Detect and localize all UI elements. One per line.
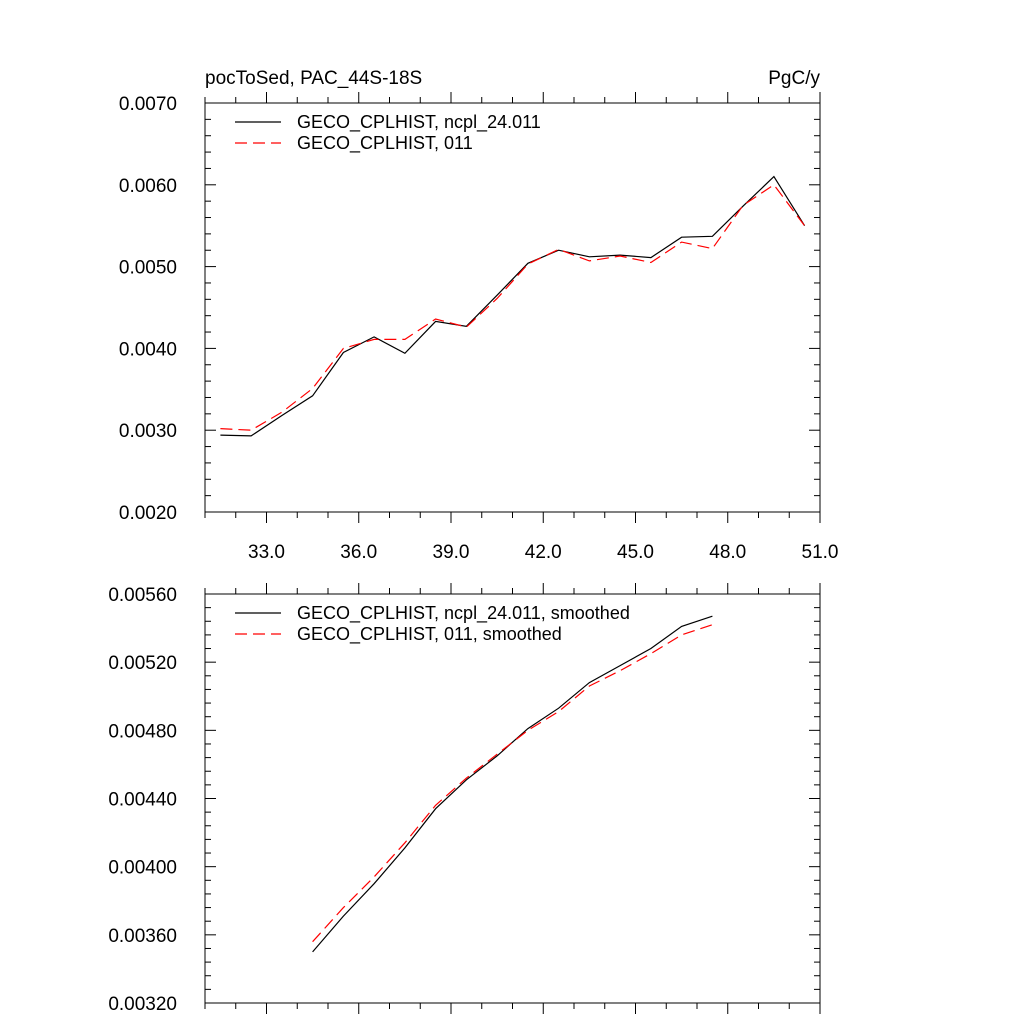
chart-1-x-tick-label: 33.0	[248, 542, 285, 563]
chart-2-series	[312, 615, 713, 953]
chart-2-y-tick-label: 0.00560	[108, 585, 177, 606]
chart-1-series	[220, 175, 806, 437]
chart-2-y-tick-label: 0.00440	[108, 790, 177, 811]
chart-2-axes: 0.00320 0.00360 0.00400 0.00440 0.00480 0.005…	[108, 583, 821, 1015]
chart-1-y-tick-label: 0.0060	[119, 176, 177, 197]
chart-panel-2: 0.00320 0.00360 0.00400 0.00440 0.00480 0.005…	[108, 583, 821, 1015]
chart-1-x-tick-label: 42.0	[525, 542, 562, 563]
chart-1-title-left: pocToSed, PAC_44S-18S	[205, 68, 422, 89]
chart-panel-1: pocToSed, PAC_44S-18S PgC/y 0.0020 0.0030…	[119, 68, 839, 563]
chart-2-y-tick-label: 0.00400	[108, 858, 177, 879]
chart-1-y-tick-label: 0.0070	[119, 94, 177, 115]
chart-1-x-tick-label: 51.0	[802, 542, 839, 563]
chart-2-y-tick-label: 0.00480	[108, 721, 177, 742]
chart-2-legend: GECO_CPLHIST, ncpl_24.011, smoothedGECO_…	[235, 603, 630, 645]
chart-1-legend-label-2: GECO_CPLHIST, 011	[297, 133, 473, 154]
chart-1-axes: 0.0020 0.0030 0.0040 0.0050 0.0060 0.0070 33.0…	[119, 92, 839, 563]
chart-1-legend-label-1: GECO_CPLHIST, ncpl_24.011	[297, 112, 541, 133]
chart-2-y-tick-label: 0.00360	[108, 926, 177, 947]
chart-1-series-2-line	[220, 183, 806, 431]
chart-1-y-tick-label: 0.0030	[119, 421, 177, 442]
chart-1-y-tick-label: 0.0020	[119, 503, 177, 524]
chart-2-series-2-line	[312, 624, 713, 943]
chart-1-x-tick-label: 48.0	[709, 542, 746, 563]
chart-2-legend-label-2: GECO_CPLHIST, 011, smoothed	[297, 624, 562, 645]
chart-1-series-1-line	[220, 175, 806, 437]
chart-1-title-right: PgC/y	[768, 68, 820, 89]
chart-1-y-tick-label: 0.0050	[119, 258, 177, 279]
chart-2-series-1-line	[312, 615, 713, 953]
chart-1-plot-frame	[204, 102, 821, 513]
chart-2-plot-frame	[204, 593, 821, 1004]
chart-2-y-tick-label: 0.00520	[108, 653, 177, 674]
chart-2-y-tick-label: 0.00320	[108, 994, 177, 1015]
chart-2-legend-label-1: GECO_CPLHIST, ncpl_24.011, smoothed	[297, 603, 630, 624]
chart-1-x-tick-label: 39.0	[433, 542, 470, 563]
chart-1-y-tick-label: 0.0040	[119, 339, 177, 360]
chart-1-x-tick-label: 45.0	[617, 542, 654, 563]
chart-1-x-tick-label: 36.0	[340, 542, 377, 563]
